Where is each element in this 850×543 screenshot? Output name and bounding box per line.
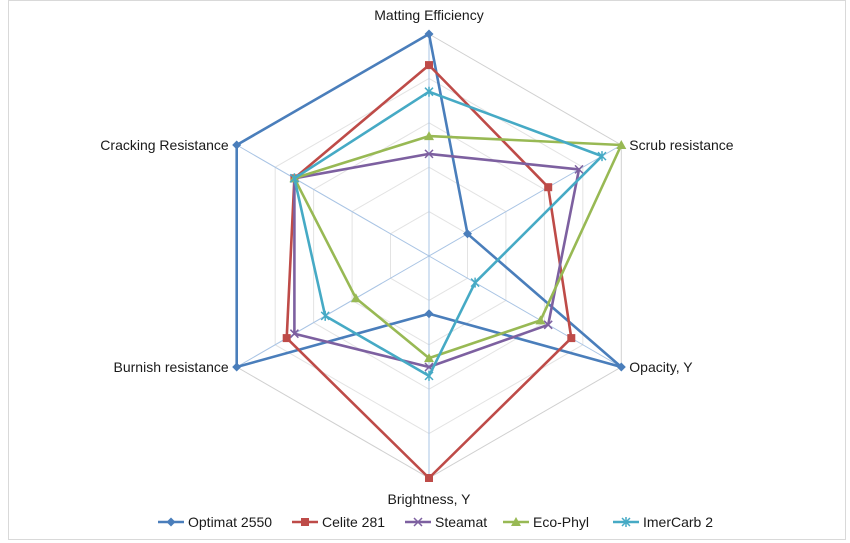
data-point xyxy=(289,173,299,184)
data-point xyxy=(463,229,472,239)
axis-label: Matting Efficiency xyxy=(374,7,483,23)
series-layer xyxy=(232,29,627,482)
data-point xyxy=(597,151,607,162)
series-imercarb-2 xyxy=(289,86,607,381)
legend-label: Eco-Phyl xyxy=(533,514,589,530)
data-point xyxy=(424,149,434,159)
data-point xyxy=(282,334,291,343)
axis-spoke xyxy=(428,255,622,368)
data-point xyxy=(567,334,576,343)
axis-labels: Matting Efficiency Scrub resistance Opacit… xyxy=(100,7,733,507)
data-point xyxy=(320,310,330,321)
data-point xyxy=(543,320,553,330)
legend-marker xyxy=(511,517,521,526)
axis-label: Cracking Resistance xyxy=(100,137,229,153)
data-point xyxy=(574,164,584,174)
data-point xyxy=(424,29,434,39)
data-point xyxy=(232,140,242,150)
data-point xyxy=(424,370,434,381)
data-point xyxy=(424,309,434,319)
data-point xyxy=(424,131,434,141)
legend-item: Optimat 2550 xyxy=(158,514,272,530)
legend-item: Celite 281 xyxy=(292,514,385,530)
legend-item: ImerCarb 2 xyxy=(613,514,713,530)
legend-label: Celite 281 xyxy=(322,514,385,530)
legend-marker xyxy=(413,517,423,527)
data-point xyxy=(425,61,433,70)
legend-label: ImerCarb 2 xyxy=(643,514,713,530)
axis-label: Opacity, Y xyxy=(629,359,693,375)
axis-label: Scrub resistance xyxy=(629,137,733,153)
legend-marker xyxy=(301,518,309,526)
axis-spoke xyxy=(236,255,430,368)
data-point xyxy=(535,315,546,325)
data-point xyxy=(424,86,434,97)
data-point xyxy=(616,362,626,372)
data-point xyxy=(544,183,553,192)
data-point xyxy=(470,277,480,288)
axis-spoke xyxy=(236,144,430,257)
legend-label: Optimat 2550 xyxy=(188,514,272,530)
legend-item: Steamat xyxy=(405,514,487,530)
legend: Optimat 2550 Celite 281 Steamat Eco-Phyl Ime… xyxy=(158,514,713,530)
data-point xyxy=(289,329,299,339)
axis-label: Burnish resistance xyxy=(114,359,229,375)
data-point xyxy=(232,362,242,372)
data-point xyxy=(425,474,433,482)
legend-marker xyxy=(166,517,176,527)
legend-marker xyxy=(621,517,631,527)
legend-label: Steamat xyxy=(435,514,487,530)
axis-spoke xyxy=(428,144,622,257)
data-point xyxy=(350,293,361,303)
data-point xyxy=(616,140,627,149)
axis-label: Brightness, Y xyxy=(387,491,471,507)
series-optimat-2550 xyxy=(232,29,626,372)
legend-item: Eco-Phyl xyxy=(503,514,589,530)
data-point xyxy=(424,353,434,363)
